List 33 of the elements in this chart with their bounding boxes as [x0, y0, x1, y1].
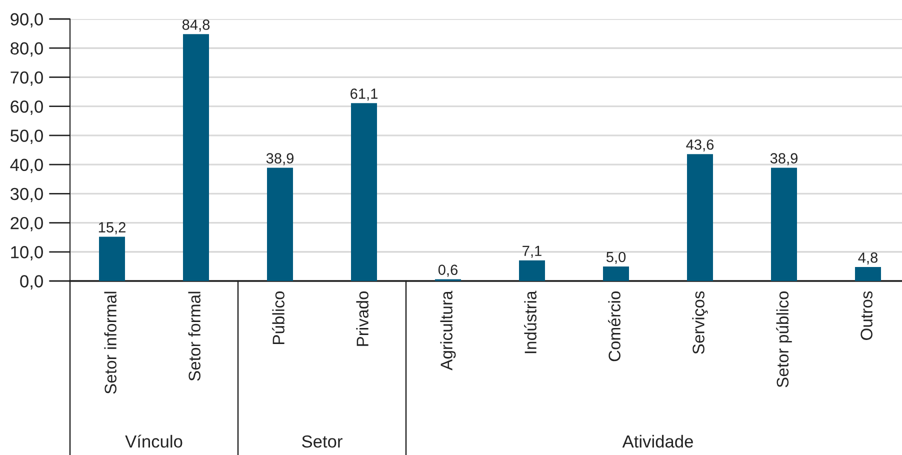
- data-label: 7,1: [522, 246, 542, 258]
- x-tick-label: Indústria: [524, 290, 536, 354]
- x-tick-label: Setor público: [776, 291, 792, 388]
- data-label: 4,8: [858, 252, 878, 264]
- data-label: 38,9: [266, 153, 294, 166]
- x-tick-label: Privado: [356, 291, 368, 346]
- data-label: 15,2: [98, 222, 126, 234]
- y-tick-label: 10,0: [11, 246, 43, 260]
- x-tick-label: Outros: [860, 291, 872, 340]
- text: Setor: [302, 435, 342, 448]
- data-label: 5,0: [606, 252, 626, 264]
- y-tick-label: 60,0: [10, 100, 43, 115]
- y-tick-label: 50,0: [10, 130, 43, 144]
- data-label: 84,8: [182, 20, 210, 32]
- y-tick-label: 40,0: [10, 158, 43, 174]
- text: Vínculo: [125, 434, 182, 448]
- y-tick-label: 20,0: [10, 216, 43, 232]
- data-label: 0,6: [438, 264, 458, 277]
- text: Atividade: [622, 434, 693, 448]
- y-tick-label: 0,0: [20, 275, 43, 290]
- x-tick-label: Agricultura: [440, 290, 456, 370]
- x-tick-label: Comércio: [608, 291, 620, 362]
- x-tick-label: Público: [272, 291, 284, 344]
- x-tick-label: Serviços: [692, 291, 708, 354]
- y-tick-label: 70,0: [10, 71, 43, 86]
- y-tick-label: 30,0: [10, 188, 43, 202]
- x-tick-label: Setor formal: [188, 292, 200, 381]
- data-label: 38,9: [770, 153, 798, 166]
- y-tick-label: 90,0: [10, 13, 43, 28]
- data-label: 43,6: [686, 139, 714, 152]
- y-tick-label: 80,0: [10, 42, 43, 57]
- x-tick-label: Setor informal: [104, 292, 116, 394]
- data-label: 61,1: [350, 88, 378, 101]
